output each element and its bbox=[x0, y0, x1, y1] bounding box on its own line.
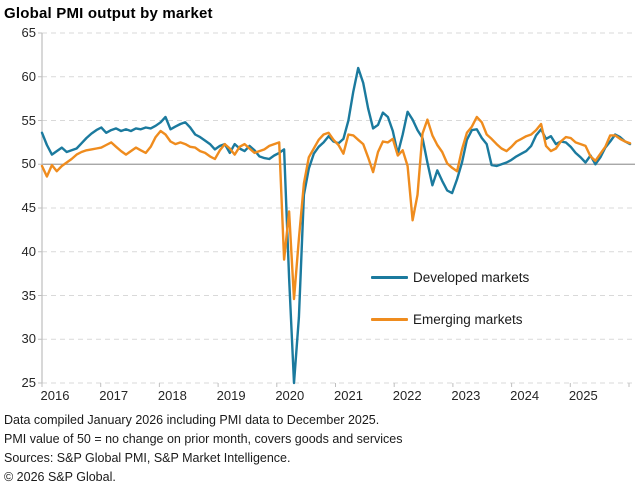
y-tick-label: 30 bbox=[21, 331, 36, 347]
series-line-emerging bbox=[40, 115, 632, 301]
x-tick-label: 2020 bbox=[275, 388, 305, 403]
x-tick-label: 2023 bbox=[451, 388, 481, 403]
y-tick-label: 45 bbox=[21, 200, 36, 215]
x-tick-label: 2021 bbox=[334, 388, 363, 403]
footnotes: Data compiled January 2026 including PMI… bbox=[4, 411, 403, 487]
legend-item-developed: Developed markets bbox=[371, 269, 529, 286]
y-tick-label: 65 bbox=[21, 25, 36, 40]
y-tick-label: 60 bbox=[21, 68, 36, 84]
y-tick-label: 40 bbox=[21, 243, 36, 259]
chart-title: Global PMI output by market bbox=[4, 5, 213, 22]
series-line-developed bbox=[40, 66, 632, 385]
footnote-sources: Sources: S&P Global PMI, S&P Market Inte… bbox=[4, 451, 291, 465]
x-tick-label: 2016 bbox=[40, 388, 70, 403]
y-tick-label: 55 bbox=[21, 112, 36, 128]
developed-line-swatch-icon bbox=[371, 276, 408, 279]
legend-label-developed: Developed markets bbox=[413, 270, 530, 285]
emerging-line-swatch-icon bbox=[371, 318, 408, 321]
y-tick-label: 25 bbox=[21, 375, 36, 390]
legend-item-emerging: Emerging markets bbox=[371, 311, 523, 328]
footnote-copyright: © 2026 S&P Global. bbox=[4, 470, 116, 484]
footnote-pmi-definition: PMI value of 50 = no change on prior mon… bbox=[4, 432, 403, 446]
y-tick-label: 50 bbox=[21, 156, 36, 172]
x-tick-label: 2024 bbox=[510, 388, 540, 403]
footnote-data-compiled: Data compiled January 2026 including PMI… bbox=[4, 413, 380, 427]
x-tick-label: 2025 bbox=[568, 388, 598, 403]
legend-label-emerging: Emerging markets bbox=[413, 312, 523, 327]
x-tick-label: 2017 bbox=[99, 388, 129, 403]
x-tick-label: 2019 bbox=[216, 388, 246, 403]
x-tick-label: 2022 bbox=[392, 388, 422, 403]
y-tick-label: 35 bbox=[21, 287, 36, 303]
x-tick-label: 2018 bbox=[157, 388, 187, 403]
